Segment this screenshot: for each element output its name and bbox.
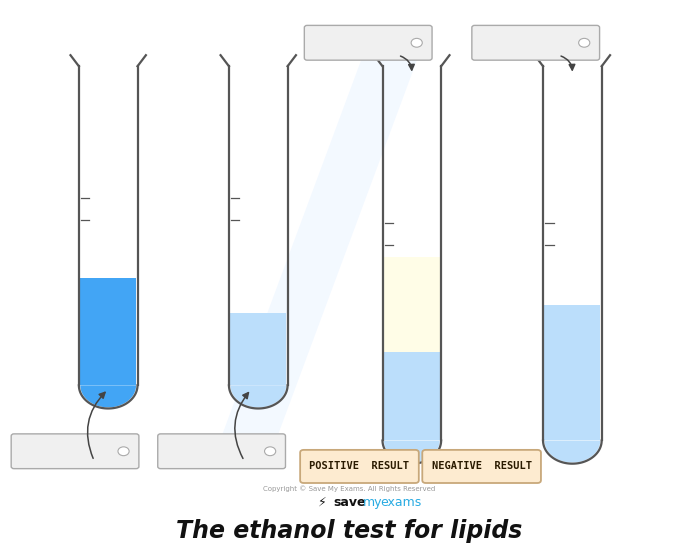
Text: ⚡: ⚡ [318, 496, 327, 509]
Polygon shape [80, 278, 136, 385]
FancyBboxPatch shape [300, 450, 419, 483]
Text: save: save [334, 496, 366, 509]
FancyBboxPatch shape [158, 434, 285, 469]
Polygon shape [230, 385, 286, 407]
Polygon shape [80, 385, 136, 407]
Polygon shape [544, 305, 600, 440]
FancyBboxPatch shape [304, 25, 432, 60]
FancyBboxPatch shape [422, 450, 541, 483]
Text: my: my [363, 496, 383, 509]
Circle shape [411, 39, 422, 47]
Text: NEGATIVE  RESULT: NEGATIVE RESULT [431, 461, 532, 471]
Text: POSITIVE  RESULT: POSITIVE RESULT [309, 461, 410, 471]
FancyBboxPatch shape [472, 25, 600, 60]
Text: exams: exams [380, 496, 422, 509]
Text: Copyright © Save My Exams. All Rights Reserved: Copyright © Save My Exams. All Rights Re… [263, 485, 435, 492]
Polygon shape [230, 312, 286, 385]
Circle shape [118, 447, 129, 456]
Polygon shape [384, 440, 440, 463]
FancyBboxPatch shape [11, 434, 139, 469]
Polygon shape [384, 352, 440, 440]
Polygon shape [209, 55, 419, 469]
Circle shape [579, 39, 590, 47]
Text: The ethanol test for lipids: The ethanol test for lipids [176, 519, 522, 543]
Circle shape [265, 447, 276, 456]
Polygon shape [544, 440, 600, 463]
Polygon shape [384, 257, 440, 352]
